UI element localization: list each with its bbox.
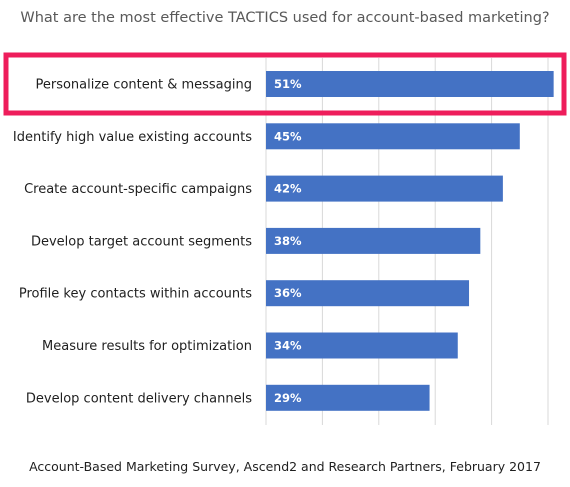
value-label: 45% xyxy=(274,129,302,143)
category-label: Profile key contacts within accounts xyxy=(19,287,252,302)
highlight-box xyxy=(3,52,567,116)
category-label: Personalize content & messaging xyxy=(35,78,252,93)
value-label: 51% xyxy=(274,77,302,91)
category-label: Identify high value existing accounts xyxy=(13,130,252,145)
bar xyxy=(266,71,554,97)
value-label: 29% xyxy=(274,391,302,405)
bar xyxy=(266,384,430,411)
value-label: 36% xyxy=(274,286,302,300)
category-label: Create account-specific campaigns xyxy=(24,182,252,197)
bar xyxy=(266,332,458,359)
value-label: 38% xyxy=(274,234,302,248)
bar-chart: Personalize content & messaging 51% Identi… xyxy=(3,52,567,425)
value-label: 34% xyxy=(274,339,302,353)
category-label: Develop content delivery channels xyxy=(26,391,252,406)
value-label: 42% xyxy=(274,182,302,196)
category-label: Measure results for optimization xyxy=(42,339,252,354)
bar xyxy=(266,227,481,254)
bar xyxy=(266,175,503,202)
bar xyxy=(266,123,520,150)
category-label: Develop target account segments xyxy=(31,234,252,249)
bar xyxy=(266,280,470,307)
chart-title: What are the most effective TACTICS used… xyxy=(20,10,550,26)
source-note: Account-Based Marketing Survey, Ascend2 … xyxy=(29,459,541,474)
